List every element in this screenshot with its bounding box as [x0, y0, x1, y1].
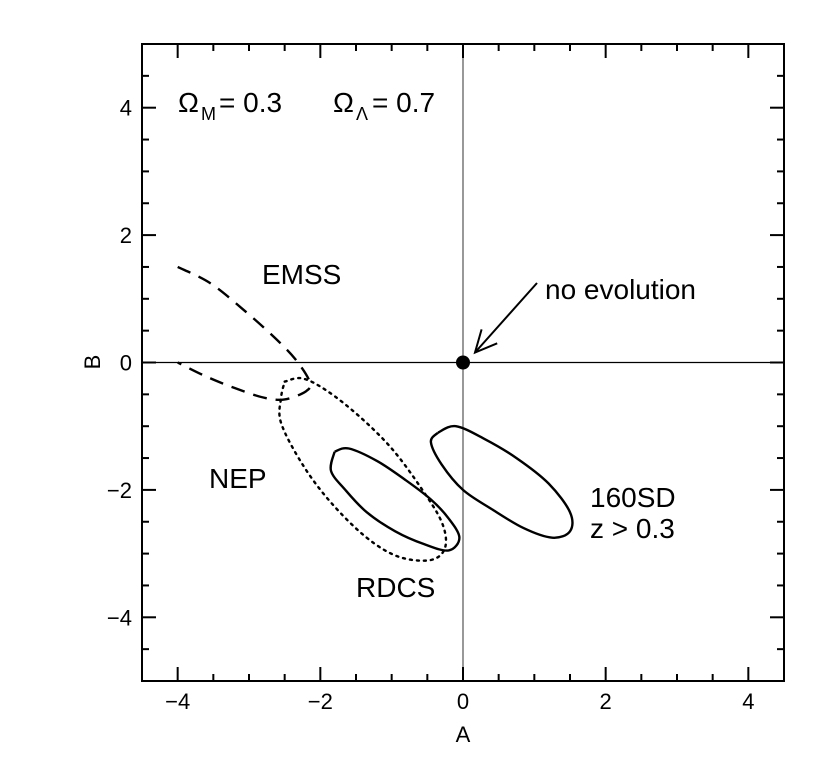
no-evolution-label: no evolution	[545, 274, 696, 305]
z-cut-label: z > 0.3	[590, 513, 675, 544]
omega-l-value: = 0.7	[372, 87, 435, 118]
axis-ticks: −4 −2 0 2 4 −4 −2 0 2 4	[107, 43, 785, 714]
sd160-label: 160SD	[590, 482, 676, 513]
x-tick-label: 0	[457, 689, 469, 714]
omega-m-subscript: M	[201, 104, 216, 124]
x-tick-label: −2	[308, 689, 333, 714]
cosmology-annotation: Ω M = 0.3 Ω Λ = 0.7	[178, 87, 435, 124]
series-layer	[177, 265, 574, 562]
x-tick-label: 2	[600, 689, 612, 714]
nep-label: NEP	[209, 463, 267, 494]
160sd-contour	[429, 424, 574, 539]
rdcs-label: RDCS	[356, 572, 435, 603]
rdcs-contour	[329, 446, 461, 552]
y-tick-label: 4	[120, 96, 132, 121]
y-axis-label: B	[80, 355, 105, 370]
arrow-head	[473, 329, 498, 355]
point-layer	[456, 282, 538, 370]
y-tick-label: 2	[120, 223, 132, 248]
y-tick-label: −4	[107, 605, 132, 630]
y-tick-label: −2	[107, 478, 132, 503]
x-tick-label: −4	[165, 689, 190, 714]
y-tick-label: 0	[120, 351, 132, 376]
omega-m-value: = 0.3	[219, 87, 282, 118]
omega-l-symbol: Ω	[333, 87, 354, 118]
arrow-shaft	[474, 282, 538, 354]
emss-contour	[177, 265, 312, 402]
omega-l-subscript: Λ	[356, 104, 368, 124]
no-evolution-point	[456, 355, 470, 370]
x-axis-label: A	[456, 722, 471, 747]
x-tick-label: 4	[742, 689, 754, 714]
emss-label: EMSS	[262, 259, 341, 290]
nep-contour	[278, 376, 448, 562]
omega-m-symbol: Ω	[178, 87, 199, 118]
